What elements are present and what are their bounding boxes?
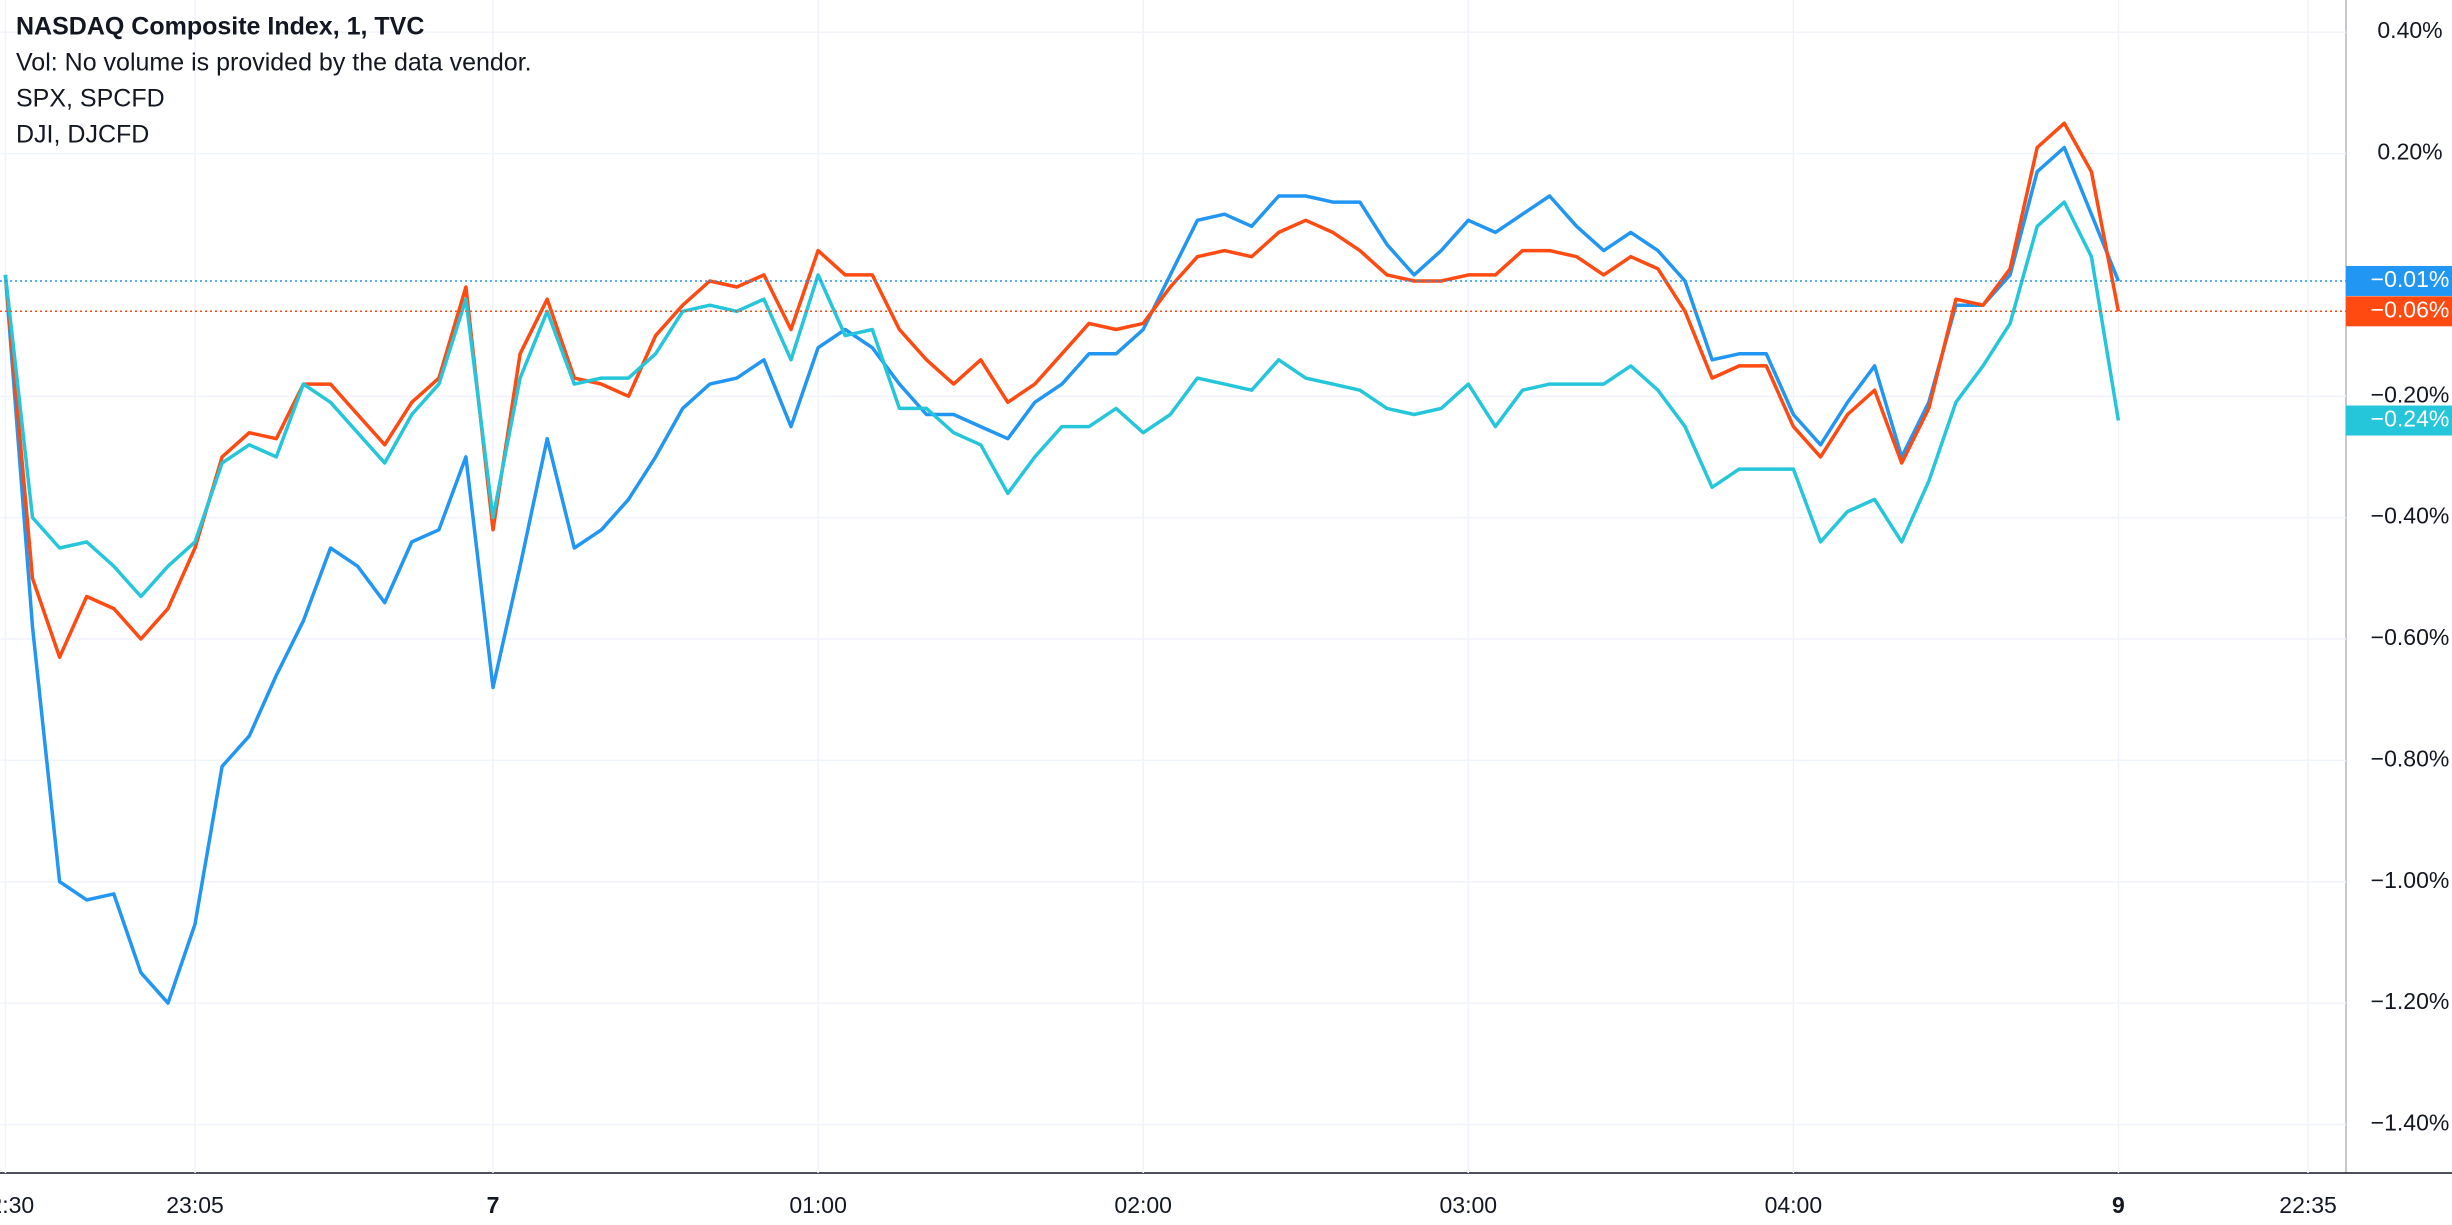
y-tick-label: −0.60% (2371, 624, 2450, 650)
x-tick-label: 02:00 (1114, 1192, 1172, 1218)
x-tick-label: 03:00 (1440, 1192, 1498, 1218)
last-value-box (2346, 265, 2452, 296)
y-tick-label: −1.20% (2371, 988, 2450, 1014)
legend-dji: DJI, DJCFD (16, 121, 149, 149)
x-tick-label: 01:00 (789, 1192, 847, 1218)
series-line (3, 145, 2121, 1005)
last-value-label: −0.01% (2371, 266, 2450, 292)
x-tick-label: 04:00 (1765, 1192, 1823, 1218)
y-tick-label: 0.20% (2377, 139, 2442, 165)
y-tick-label: −0.80% (2371, 745, 2450, 771)
y-tick-label: −0.40% (2371, 503, 2450, 529)
x-tick-label: 23:05 (166, 1192, 224, 1218)
last-value-label: −0.24% (2371, 406, 2450, 432)
x-tick-label: 7 (487, 1192, 500, 1218)
legend-spx: SPX, SPCFD (16, 85, 165, 113)
legend-main: NASDAQ Composite Index, 1, TVC (16, 13, 424, 41)
y-tick-label: −1.00% (2371, 867, 2450, 893)
legend-volume: Vol: No volume is provided by the data v… (16, 49, 532, 77)
x-tick-label: 9 (2112, 1192, 2125, 1218)
last-value-box (2346, 405, 2452, 436)
last-value-box (2346, 296, 2452, 327)
series-line (3, 121, 2121, 659)
y-tick-label: −0.20% (2371, 381, 2450, 407)
grid (0, 0, 2346, 1173)
x-tick-label: 22:35 (2279, 1192, 2337, 1218)
y-tick-label: −1.40% (2371, 1110, 2450, 1136)
x-tick-label: 22:30 (0, 1192, 34, 1218)
plot (0, 121, 2346, 1005)
series-line (3, 200, 2121, 599)
last-value-label: −0.06% (2371, 296, 2450, 322)
y-tick-label: 0.40% (2377, 17, 2442, 43)
